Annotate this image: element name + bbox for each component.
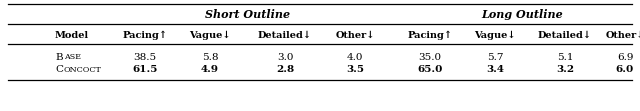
Text: Other↓: Other↓ [335,31,374,40]
Text: Long Outline: Long Outline [482,10,563,21]
Text: Vague↓: Vague↓ [189,30,231,40]
Text: C: C [55,65,63,74]
Text: 38.5: 38.5 [133,53,157,61]
Text: ASE: ASE [64,53,81,61]
Text: 5.8: 5.8 [202,53,218,61]
Text: Vague↓: Vague↓ [474,30,516,40]
Text: B: B [55,53,63,61]
Text: 6.9: 6.9 [617,53,633,61]
Text: ONCOCT: ONCOCT [64,66,102,74]
Text: Model: Model [55,31,89,40]
Text: 6.0: 6.0 [616,65,634,74]
Text: 4.0: 4.0 [347,53,364,61]
Text: Detailed↓: Detailed↓ [258,31,312,40]
Text: Other↓: Other↓ [605,31,640,40]
Text: Pacing↑: Pacing↑ [408,30,452,40]
Text: 5.7: 5.7 [487,53,503,61]
Text: 3.0: 3.0 [276,53,293,61]
Text: 3.5: 3.5 [346,65,364,74]
Text: 65.0: 65.0 [417,65,443,74]
Text: 61.5: 61.5 [132,65,157,74]
Text: 5.1: 5.1 [557,53,573,61]
Text: 3.4: 3.4 [486,65,504,74]
Text: Pacing↑: Pacing↑ [122,30,168,40]
Text: 2.8: 2.8 [276,65,294,74]
Text: 3.2: 3.2 [556,65,574,74]
Text: Detailed↓: Detailed↓ [538,31,592,40]
Text: Short Outline: Short Outline [205,10,290,21]
Text: 35.0: 35.0 [419,53,442,61]
Text: 4.9: 4.9 [201,65,219,74]
